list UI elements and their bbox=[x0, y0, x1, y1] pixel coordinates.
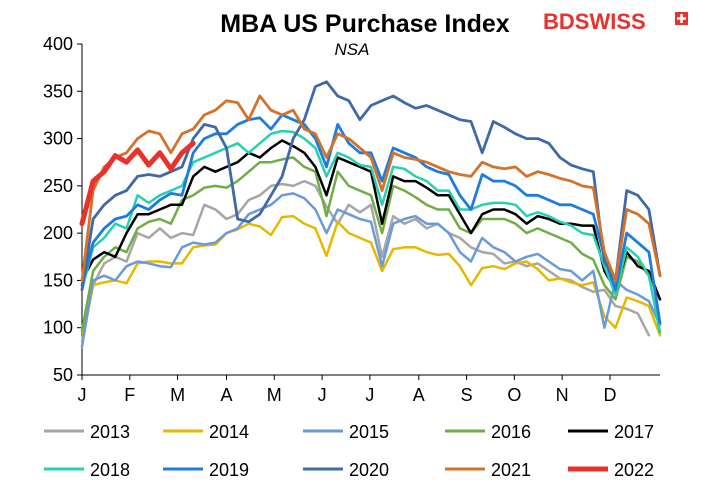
series-line-2014 bbox=[80, 214, 662, 344]
x-tick-label: F bbox=[124, 385, 135, 405]
chart-title: MBA US Purchase Index bbox=[220, 10, 510, 38]
x-tick-label: O bbox=[507, 385, 521, 405]
chart-subtitle: NSA bbox=[335, 40, 370, 59]
legend-label-2015: 2015 bbox=[349, 422, 389, 442]
legend-label-2018: 2018 bbox=[90, 460, 130, 480]
axes: 50 100 150 200 250 300 350 400 J F M A M J J A S O N D bbox=[43, 34, 660, 405]
y-tick-label: 350 bbox=[43, 81, 73, 101]
series-line-2015 bbox=[80, 192, 662, 348]
legend: 2013 2014 2015 2016 2017 2018 2019 2020 2021 2022 bbox=[44, 422, 654, 480]
logo-text-swiss: SWISS bbox=[575, 9, 646, 34]
y-tick-label: 200 bbox=[43, 223, 73, 243]
x-tick-label: J bbox=[78, 385, 87, 405]
x-tick-label: M bbox=[170, 385, 185, 405]
legend-label-2019: 2019 bbox=[209, 460, 249, 480]
y-tick-label: 50 bbox=[53, 365, 73, 385]
x-tick-label: J bbox=[365, 385, 374, 405]
bdswiss-logo: BDSWISS bbox=[543, 9, 688, 34]
legend-label-2022: 2022 bbox=[614, 460, 654, 480]
legend-label-2014: 2014 bbox=[209, 422, 249, 442]
y-tick-label: 100 bbox=[43, 318, 73, 338]
y-tick-label: 250 bbox=[43, 176, 73, 196]
y-tick-label: 300 bbox=[43, 129, 73, 149]
series-line-2013 bbox=[80, 179, 651, 337]
x-tick-label: A bbox=[413, 385, 425, 405]
y-tick-label: 400 bbox=[43, 34, 73, 54]
logo-text-bd: BD bbox=[543, 9, 575, 34]
legend-label-2017: 2017 bbox=[614, 422, 654, 442]
legend-label-2013: 2013 bbox=[90, 422, 130, 442]
series-lines bbox=[79, 80, 662, 348]
x-tick-label: D bbox=[603, 385, 616, 405]
series-line-2019 bbox=[80, 113, 662, 325]
logo-text: BDSWISS bbox=[543, 9, 646, 34]
series-line-2016 bbox=[80, 156, 662, 332]
x-tick-label: M bbox=[267, 385, 282, 405]
x-tick-label: J bbox=[318, 385, 327, 405]
series-line-2018 bbox=[80, 129, 662, 334]
y-tick-label: 150 bbox=[43, 270, 73, 290]
logo-cross-mark bbox=[677, 14, 686, 23]
x-tick-label: N bbox=[556, 385, 569, 405]
legend-label-2021: 2021 bbox=[491, 460, 531, 480]
x-tick-label: S bbox=[461, 385, 473, 405]
legend-label-2016: 2016 bbox=[491, 422, 531, 442]
legend-label-2020: 2020 bbox=[349, 460, 389, 480]
series-line-2021 bbox=[80, 94, 662, 282]
series-line-2020 bbox=[80, 80, 662, 292]
x-tick-label: A bbox=[220, 385, 232, 405]
series-line-2022 bbox=[79, 140, 196, 227]
